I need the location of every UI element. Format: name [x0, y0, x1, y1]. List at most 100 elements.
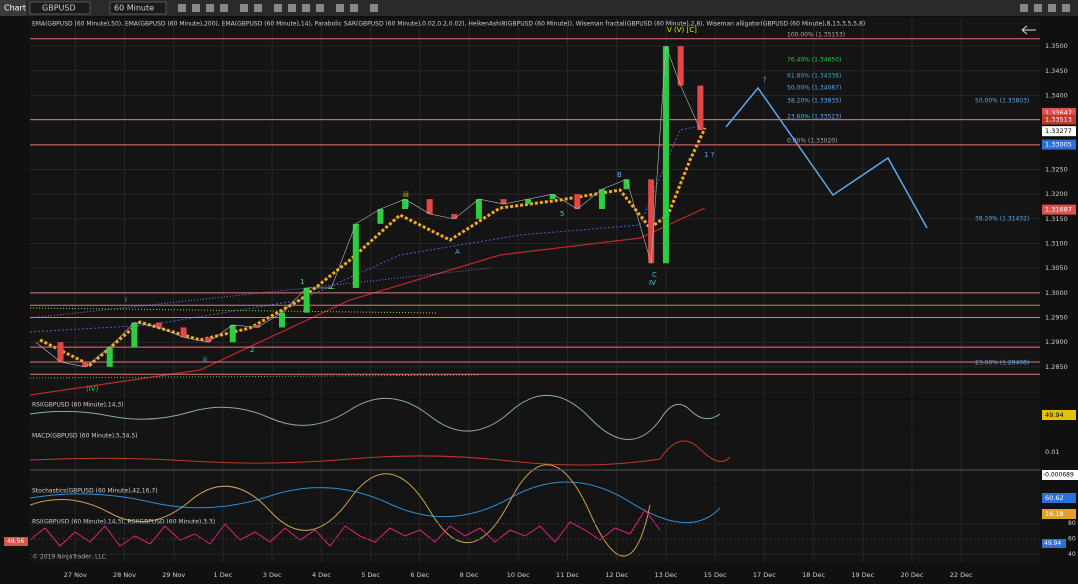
x-tick-label: 5 Dec	[361, 571, 380, 579]
fib-label: 38.20% (1.33835)	[787, 98, 841, 105]
rsi-value: 49.94	[1045, 411, 1064, 419]
price-badge	[1042, 107, 1076, 118]
price-badge-label: 1.33277	[1045, 127, 1072, 135]
macd-label: MACD(GBPUSD (60 Minute),5,34,5)	[32, 433, 138, 440]
alligator	[39, 127, 707, 367]
price-badge	[1042, 114, 1076, 125]
trend-line	[29, 307, 439, 314]
x-tick-label: 29 Nov	[162, 571, 185, 579]
candle	[648, 179, 655, 264]
candle	[180, 327, 187, 338]
candle	[662, 46, 669, 264]
candle	[402, 199, 409, 209]
macd-line	[29, 440, 731, 466]
y-tick-label: 1.2900	[1045, 338, 1068, 346]
copyright: © 2019 NinjaTrader, LLC	[32, 554, 106, 561]
macd-pane	[30, 430, 1040, 484]
candle	[131, 322, 138, 348]
candle	[254, 324, 261, 328]
toolbar-icons[interactable]	[178, 4, 1070, 12]
x-tick-label: 12 Dec	[605, 571, 628, 579]
rsi-label: RSI(GBPUSD (60 Minute),14,3)	[32, 402, 124, 409]
candle	[106, 347, 113, 367]
rsi2-line	[29, 509, 661, 547]
price-badge-label: 1.33647	[1045, 109, 1072, 117]
projection	[725, 86, 928, 229]
y-tick-label: 1.3200	[1045, 190, 1068, 198]
fib-label-right: 23.60% (1.28408)	[975, 360, 1029, 367]
y-tick-label: 1.2950	[1045, 314, 1068, 322]
x-tick-label: 17 Dec	[753, 571, 776, 579]
x-tick-label: 8 Dec	[460, 571, 479, 579]
stoch-pane	[30, 486, 1040, 514]
rsi2-label: RSI(GBPUSD (60 Minute),14,3), RSI(GBPUSD…	[32, 519, 215, 526]
wave-label: V (V) [C]	[667, 26, 697, 34]
candle	[549, 194, 556, 200]
price-badge-label: 1.33513	[1045, 116, 1072, 124]
fib-label: 50.00% (1.34087)	[787, 85, 841, 92]
candle	[697, 85, 704, 131]
price-badge	[1042, 139, 1076, 150]
fib-label: 76.40% (1.34650)	[787, 57, 841, 64]
x-tick-label: 19 Dec	[851, 571, 874, 579]
symbol-box[interactable]	[29, 1, 91, 15]
tab[interactable]	[0, 0, 26, 16]
rsi-line	[29, 394, 721, 440]
candle	[328, 287, 335, 289]
y-tick-label: 1.3050	[1045, 264, 1068, 272]
candle	[500, 199, 507, 205]
candle	[525, 199, 532, 205]
wave-label: A	[455, 248, 460, 256]
wave-label: B	[617, 171, 622, 179]
rsi2-tick: 40	[1068, 551, 1076, 558]
candle	[426, 199, 433, 214]
stoch-label: Stochastics(GBPUSD (60 Minute),42,16,7)	[32, 488, 158, 495]
price-badge	[1042, 204, 1076, 215]
wave-label: 1 ?	[704, 151, 715, 159]
x-tick-label: 13 Dec	[654, 571, 677, 579]
stoch-badge	[1042, 509, 1076, 519]
symbol: GBPUSD	[42, 4, 76, 13]
price-badge	[1042, 126, 1076, 137]
candle	[598, 189, 605, 209]
ema-50	[29, 124, 706, 333]
x-tick-label: 10 Dec	[507, 571, 530, 579]
y-tick-label: 1.3000	[1045, 289, 1068, 297]
wave-label: 3	[405, 201, 409, 209]
indicator-header: EMA(GBPUSD (60 Minute),50), EMA(GBPUSD (…	[32, 21, 865, 28]
price-badge-label: 1.31687	[1045, 206, 1072, 214]
stoch-d	[29, 464, 651, 557]
candle	[352, 223, 359, 288]
candle	[475, 199, 482, 219]
rsi2-tick: 60	[1068, 536, 1076, 543]
wave-label: C	[652, 271, 657, 279]
interval-box[interactable]	[109, 1, 167, 15]
stoch-k	[29, 481, 721, 524]
stoch-value: 60.62	[1045, 494, 1064, 502]
y-tick-label: 1.3150	[1045, 215, 1068, 223]
candle	[82, 361, 89, 367]
interval: 60 Minute	[114, 4, 154, 13]
x-tick-label: 22 Dec	[950, 571, 973, 579]
macd-badge	[1042, 470, 1078, 480]
y-tick-label: 1.3450	[1045, 67, 1068, 75]
y-tick-label: 1.3250	[1045, 166, 1068, 174]
macd-value: -0.000689	[1043, 472, 1074, 479]
wave-label: iii	[403, 191, 409, 199]
candle	[205, 337, 212, 343]
y-tick-label: 1.3500	[1045, 42, 1068, 50]
wave-label: 5	[560, 210, 564, 218]
back-arrow[interactable]	[1021, 25, 1036, 35]
candle	[451, 213, 458, 219]
x-tick-label: 11 Dec	[556, 571, 579, 579]
candle	[229, 324, 236, 343]
wave-label: (IV)	[86, 385, 99, 393]
support-line	[29, 374, 481, 379]
wave-label: 2	[250, 346, 254, 354]
fib-label: 61.80% (1.34338)	[787, 73, 841, 80]
candle	[155, 322, 162, 328]
wave-label: 1	[300, 278, 304, 286]
x-tick-label: 3 Dec	[263, 571, 282, 579]
x-tick-label: 1 Dec	[214, 571, 233, 579]
